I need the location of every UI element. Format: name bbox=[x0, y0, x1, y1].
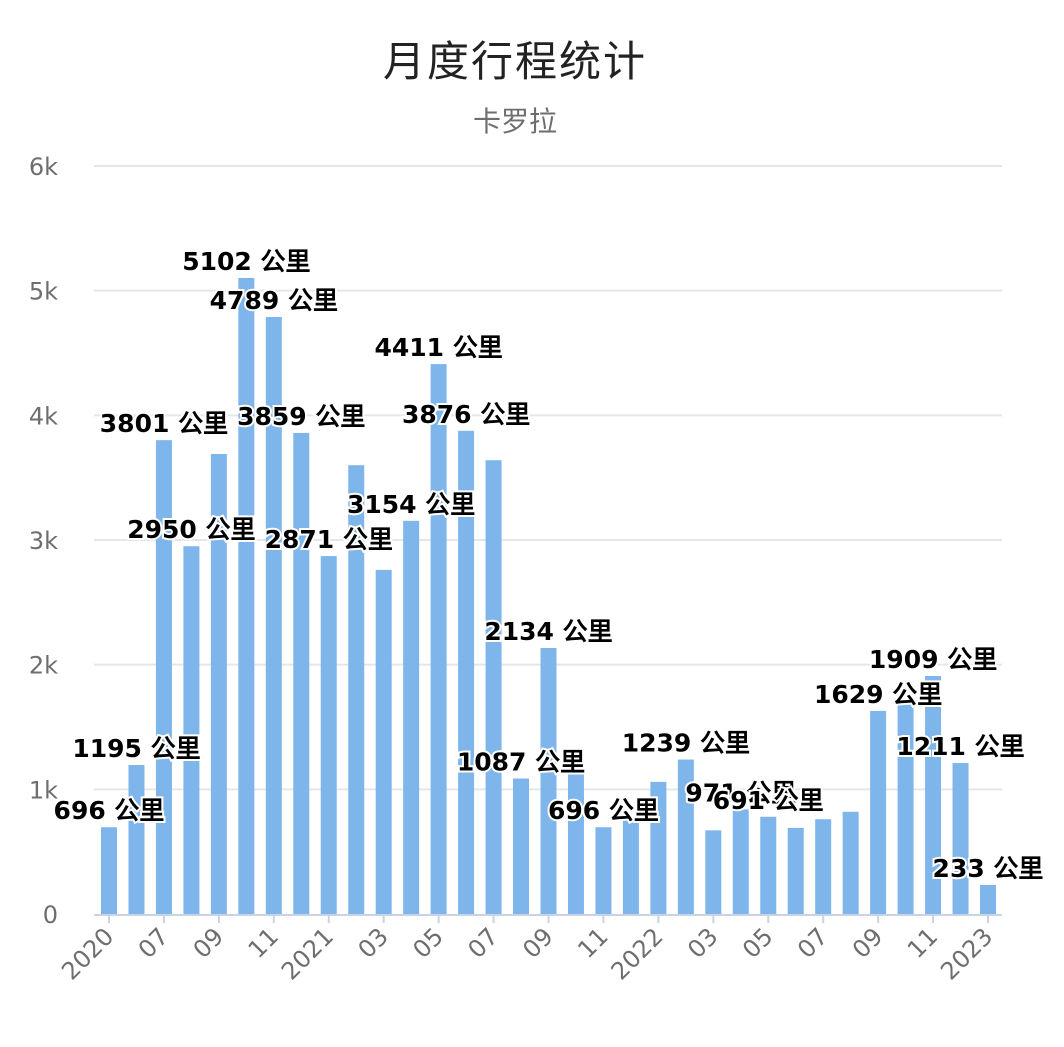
bar bbox=[787, 827, 804, 914]
y-tick-label: 1k bbox=[29, 776, 58, 804]
bar bbox=[870, 710, 887, 914]
x-tick-label: 2020 bbox=[56, 922, 119, 985]
data-label: 696 公里 bbox=[548, 796, 659, 825]
bar bbox=[403, 520, 420, 914]
bar bbox=[980, 884, 996, 914]
x-tick-label: 07 bbox=[462, 922, 503, 963]
data-label: 3801 公里 bbox=[100, 409, 228, 438]
bar bbox=[540, 647, 557, 914]
data-label: 2871 公里 bbox=[265, 525, 393, 554]
chart-subtitle: 卡罗拉 bbox=[472, 105, 557, 138]
bar bbox=[458, 430, 475, 914]
bar bbox=[210, 453, 227, 914]
bar bbox=[238, 277, 255, 914]
data-label: 1909 公里 bbox=[869, 645, 997, 674]
x-tick-label: 07 bbox=[133, 922, 174, 963]
y-tick-label: 2k bbox=[29, 652, 58, 680]
bar bbox=[842, 811, 859, 914]
data-label: 1195 公里 bbox=[72, 734, 200, 763]
data-label: 233 公里 bbox=[933, 854, 1044, 883]
x-tick-label: 03 bbox=[353, 922, 394, 963]
bar bbox=[513, 778, 530, 914]
x-tick-label: 11 bbox=[572, 922, 613, 963]
bar bbox=[567, 773, 584, 914]
data-label: 4789 公里 bbox=[210, 286, 338, 315]
data-label: 2950 公里 bbox=[127, 515, 255, 544]
x-tick-label: 05 bbox=[407, 922, 448, 963]
x-tick-label: 09 bbox=[517, 922, 558, 963]
data-label: 971 公里 bbox=[685, 778, 796, 807]
bar bbox=[595, 827, 612, 914]
data-label: 3876 公里 bbox=[402, 400, 530, 429]
bar bbox=[760, 816, 777, 914]
bar bbox=[183, 546, 200, 914]
x-tick-label: 11 bbox=[902, 922, 943, 963]
data-label: 4411 公里 bbox=[374, 333, 502, 362]
data-label: 2134 公里 bbox=[484, 617, 612, 646]
x-tick-label: 07 bbox=[792, 922, 833, 963]
x-tick-label: 2021 bbox=[276, 922, 339, 985]
x-tick-label: 2023 bbox=[935, 922, 998, 985]
bar bbox=[705, 830, 722, 914]
bar bbox=[155, 440, 172, 914]
x-tick-label: 03 bbox=[682, 922, 723, 963]
bar bbox=[952, 763, 969, 914]
x-tick-label: 05 bbox=[737, 922, 778, 963]
bar bbox=[293, 432, 310, 914]
bar bbox=[265, 316, 282, 915]
bar bbox=[375, 569, 392, 914]
x-tick-label: 2022 bbox=[606, 922, 669, 985]
y-tick-label: 0 bbox=[43, 901, 58, 929]
x-tick-label: 09 bbox=[847, 922, 888, 963]
data-label: 696 公里 bbox=[54, 796, 165, 825]
y-tick-label: 4k bbox=[29, 402, 58, 430]
data-label: 5102 公里 bbox=[182, 247, 310, 276]
data-label: 1211 公里 bbox=[896, 732, 1024, 761]
bar bbox=[732, 809, 749, 914]
bar bbox=[320, 556, 337, 914]
bar bbox=[430, 364, 447, 914]
y-tick-label: 5k bbox=[29, 278, 58, 306]
x-tick-label: 09 bbox=[188, 922, 229, 963]
bar bbox=[622, 820, 639, 914]
bar bbox=[485, 460, 502, 914]
bar bbox=[128, 765, 145, 914]
y-tick-label: 6k bbox=[29, 153, 58, 181]
bar bbox=[677, 759, 694, 914]
x-tick-label: 11 bbox=[243, 922, 284, 963]
bar bbox=[101, 827, 117, 914]
data-label: 1087 公里 bbox=[457, 747, 585, 776]
bar bbox=[815, 819, 832, 914]
bar bbox=[348, 465, 365, 914]
bar bbox=[925, 676, 942, 914]
bar bbox=[897, 704, 914, 914]
data-label: 691 公里 bbox=[713, 786, 824, 815]
data-label: 3859 公里 bbox=[237, 402, 365, 431]
bar bbox=[650, 781, 667, 914]
data-label: 3154 公里 bbox=[347, 490, 475, 519]
data-label: 1239 公里 bbox=[622, 729, 750, 758]
chart-title: 月度行程统计 bbox=[382, 37, 647, 86]
data-label: 1629 公里 bbox=[814, 680, 942, 709]
y-tick-label: 3k bbox=[29, 527, 58, 555]
